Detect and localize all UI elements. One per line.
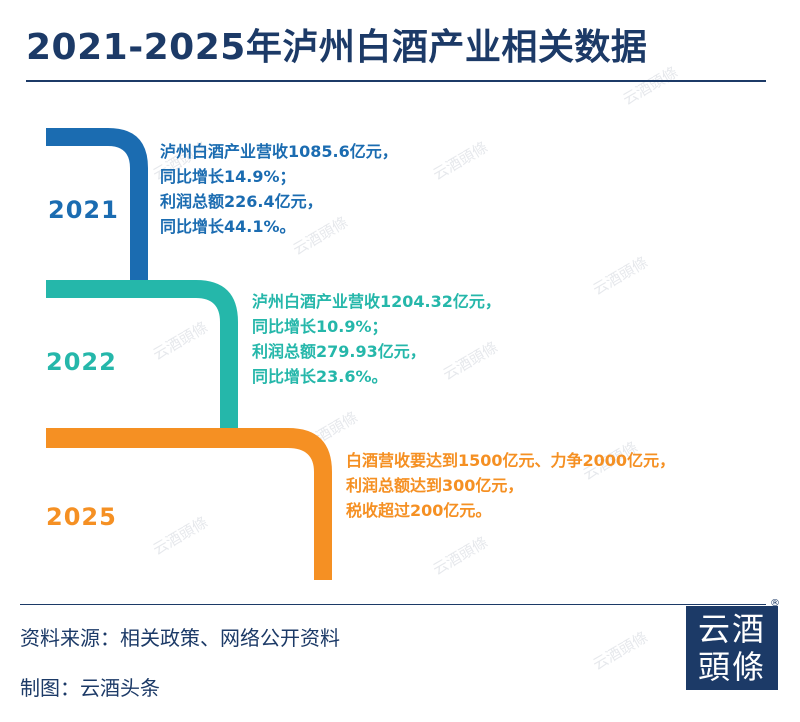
- desc-line: 泸州白酒产业营收1085.6亿元，: [160, 142, 398, 161]
- desc-line: 利润总额达到300亿元，: [346, 476, 524, 495]
- timeline-bar-2022: [46, 280, 238, 428]
- desc-line: 同比增长23.6%。: [252, 367, 388, 386]
- timeline-bar-2025: [46, 428, 332, 580]
- desc-line: 白酒营收要达到1500亿元、力争2000亿元，: [346, 451, 676, 470]
- watermark: 云酒頭條: [589, 253, 651, 299]
- desc-2022: 泸州白酒产业营收1204.32亿元， 同比增长10.9%； 利润总额279.93…: [252, 289, 501, 389]
- registered-mark: ®: [770, 598, 780, 609]
- brand-logo: 云酒 頭條: [686, 606, 778, 690]
- year-label-2021: 2021: [48, 196, 119, 224]
- watermark: 云酒頭條: [429, 138, 491, 184]
- desc-line: 同比增长10.9%；: [252, 317, 388, 336]
- watermark: 云酒頭條: [589, 628, 651, 674]
- desc-line: 税收超过200亿元。: [346, 501, 492, 520]
- page-title: 2021-2025年泸州白酒产业相关数据: [26, 27, 648, 68]
- maker-note: 制图：云酒头条: [20, 676, 160, 700]
- logo-line: 云酒: [697, 610, 766, 648]
- title-divider: [26, 80, 766, 82]
- timeline-bar-2021: [46, 128, 148, 280]
- desc-line: 利润总额279.93亿元，: [252, 342, 426, 361]
- desc-line: 同比增长14.9%；: [160, 167, 296, 186]
- desc-2021: 泸州白酒产业营收1085.6亿元， 同比增长14.9%； 利润总额226.4亿元…: [160, 139, 398, 239]
- desc-line: 泸州白酒产业营收1204.32亿元，: [252, 292, 501, 311]
- desc-2025: 白酒营收要达到1500亿元、力争2000亿元， 利润总额达到300亿元， 税收超…: [346, 448, 675, 523]
- year-label-2025: 2025: [46, 503, 117, 531]
- logo-line: 頭條: [697, 648, 766, 686]
- desc-line: 同比增长44.1%。: [160, 217, 296, 236]
- footer-divider: [20, 604, 766, 605]
- year-label-2022: 2022: [46, 348, 117, 376]
- source-note: 资料来源：相关政策、网络公开资料: [20, 626, 340, 650]
- watermark: 云酒頭條: [429, 533, 491, 579]
- desc-line: 利润总额226.4亿元，: [160, 192, 323, 211]
